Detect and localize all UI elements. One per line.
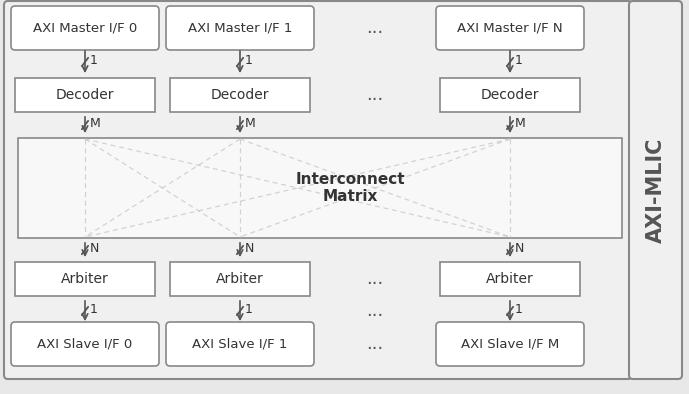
Text: ...: ... [367, 86, 384, 104]
Text: ...: ... [367, 302, 384, 320]
Text: Arbiter: Arbiter [486, 272, 534, 286]
Text: 1: 1 [245, 303, 253, 316]
Text: AXI Master I/F 0: AXI Master I/F 0 [33, 22, 137, 35]
Text: 1: 1 [90, 303, 98, 316]
Text: M: M [90, 117, 101, 130]
Text: Decoder: Decoder [211, 88, 269, 102]
Bar [170, 262, 310, 296]
Text: ...: ... [367, 19, 384, 37]
Text: N: N [245, 242, 254, 255]
FancyBboxPatch shape [4, 1, 632, 379]
Text: AXI Master I/F 1: AXI Master I/F 1 [188, 22, 292, 35]
Text: 1: 1 [515, 303, 523, 316]
Bar [15, 262, 155, 296]
FancyBboxPatch shape [11, 322, 159, 366]
FancyBboxPatch shape [436, 6, 584, 50]
Text: M: M [245, 117, 256, 130]
FancyBboxPatch shape [166, 6, 314, 50]
FancyBboxPatch shape [436, 322, 584, 366]
Text: 1: 1 [515, 54, 523, 67]
Bar [15, 78, 155, 112]
Text: ...: ... [367, 270, 384, 288]
Text: Decoder: Decoder [56, 88, 114, 102]
Text: AXI-MLIC: AXI-MLIC [646, 138, 666, 243]
Text: M: M [515, 117, 526, 130]
Text: N: N [515, 242, 524, 255]
Text: AXI Master I/F N: AXI Master I/F N [457, 22, 563, 35]
Text: Decoder: Decoder [481, 88, 539, 102]
FancyBboxPatch shape [629, 1, 682, 379]
Text: Arbiter: Arbiter [216, 272, 264, 286]
Text: ...: ... [367, 335, 384, 353]
Text: AXI Slave I/F 1: AXI Slave I/F 1 [192, 338, 288, 351]
Bar [18, 138, 622, 238]
Bar [170, 78, 310, 112]
Text: N: N [90, 242, 99, 255]
Text: 1: 1 [245, 54, 253, 67]
Text: 1: 1 [90, 54, 98, 67]
Text: Arbiter: Arbiter [61, 272, 109, 286]
FancyBboxPatch shape [166, 322, 314, 366]
Bar [440, 78, 580, 112]
Text: AXI Slave I/F M: AXI Slave I/F M [461, 338, 559, 351]
Bar [440, 262, 580, 296]
Text: Interconnect
Matrix: Interconnect Matrix [295, 172, 405, 204]
Text: AXI Slave I/F 0: AXI Slave I/F 0 [37, 338, 132, 351]
FancyBboxPatch shape [11, 6, 159, 50]
